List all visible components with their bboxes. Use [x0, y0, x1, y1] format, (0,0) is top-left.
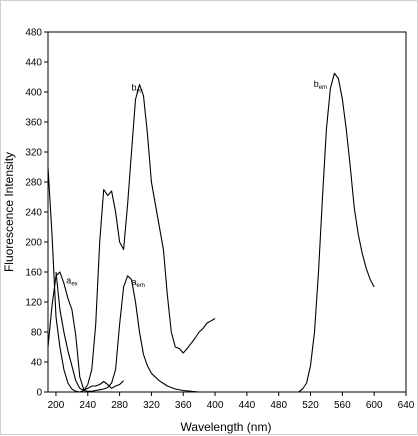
x-tick-label: 600 [366, 400, 383, 411]
y-tick-label: 320 [25, 148, 42, 159]
x-tick-label: 320 [143, 400, 160, 411]
series-line-b-ex [48, 83, 216, 392]
series-line-a-em [55, 271, 200, 392]
series-label-sub: em [319, 85, 327, 91]
y-tick-label: 480 [25, 28, 42, 39]
series-label-a-ex: aex [66, 275, 77, 287]
series-label-main: b [132, 83, 137, 93]
x-axis-title: Wavelength (nm) [181, 420, 272, 434]
x-tick-label: 240 [79, 400, 96, 411]
x-tick-label: 520 [302, 400, 319, 411]
y-tick-label: 200 [25, 238, 42, 249]
x-tick-label: 200 [48, 400, 65, 411]
series-label-sub: em [137, 283, 145, 289]
x-tick-label: 440 [239, 400, 256, 411]
y-tick-label: 280 [25, 178, 42, 189]
x-tick-label: 360 [175, 400, 192, 411]
series-label-main: a [66, 275, 71, 285]
series-label-main: a [132, 277, 137, 287]
x-tick-label: 640 [398, 400, 415, 411]
series-label-sub: ex [137, 89, 143, 95]
y-tick-label: 120 [25, 298, 42, 309]
series-label-main: b [314, 79, 319, 89]
y-tick-label: 360 [25, 118, 42, 129]
y-tick-label: 160 [25, 268, 42, 279]
x-tick-label: 560 [334, 400, 351, 411]
series-label-b-em: bem [314, 79, 327, 91]
y-tick-label: 0 [36, 388, 42, 399]
y-tick-label: 40 [31, 358, 43, 369]
series-label-a-em: aem [132, 277, 145, 289]
x-tick-label: 280 [111, 400, 128, 411]
plot-area: 0 40 80 120 160 200 240 280 320 360 400 440 480 200 24… [25, 28, 414, 412]
series-label-sub: ex [71, 281, 77, 287]
y-tick-label: 80 [31, 328, 43, 339]
series-line-a-ex [48, 271, 124, 391]
x-tick-label: 480 [270, 400, 287, 411]
series-group [48, 72, 375, 392]
y-tick-label: 400 [25, 88, 42, 99]
y-tick-label: 240 [25, 208, 42, 219]
y-axis-title: Fluorescence Intensity [2, 152, 16, 272]
x-tick-label: 400 [207, 400, 224, 411]
series-line-b-em [298, 72, 375, 392]
y-tick-label: 440 [25, 58, 42, 69]
series-label-b-ex: bex [132, 83, 143, 95]
